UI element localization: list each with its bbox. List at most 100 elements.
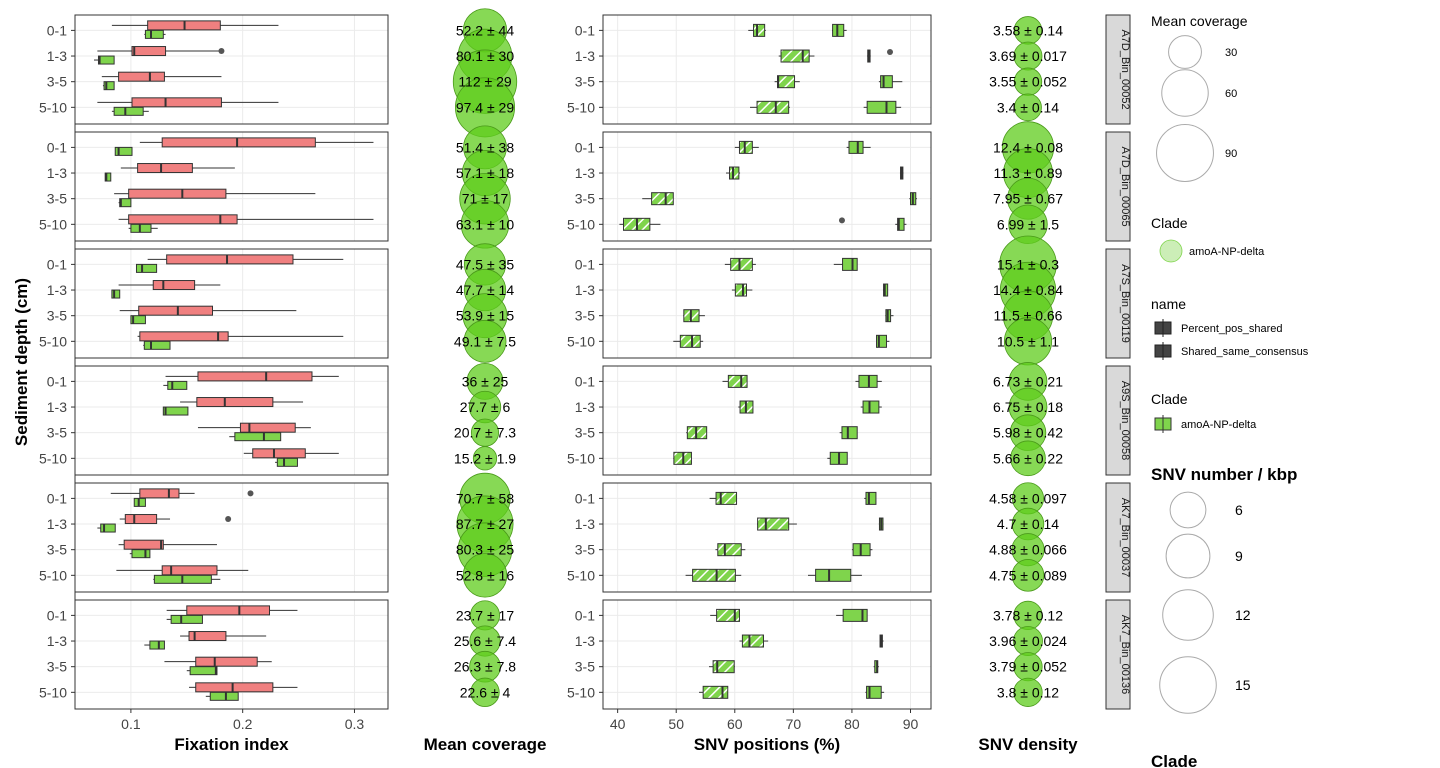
depth-tick-label: 0-1 (575, 490, 595, 506)
density-label: 3.79 ± 0.052 (989, 659, 1067, 675)
depth-tick-label: 1-3 (47, 282, 67, 298)
facet-strip (1105, 131, 1131, 242)
fix-box-green (153, 574, 221, 584)
density-label: 15.1 ± 0.3 (997, 256, 1059, 272)
fix-box-green (111, 106, 149, 116)
legend-label: 9 (1235, 548, 1243, 564)
coverage-label: 51.4 ± 38 (456, 139, 514, 155)
box-body (149, 640, 165, 650)
density-label: 5.66 ± 0.22 (993, 450, 1063, 466)
legend-title: Clade (1151, 752, 1197, 768)
depth-tick-label: 1-3 (47, 516, 67, 532)
depth-tick-label: 0-1 (47, 607, 67, 623)
facet-A7D_Bin_00052 (94, 8, 1043, 138)
depth-tick-label: 3-5 (575, 74, 595, 90)
pos-box-solid (873, 660, 879, 674)
fix-outlier (225, 516, 232, 523)
fix-box-pink (110, 488, 195, 499)
box-body (897, 217, 905, 231)
depth-tick-label: 3-5 (575, 425, 595, 441)
fix-box-green (143, 340, 171, 350)
pos-box-hatched (731, 283, 753, 297)
pos-box-solid (851, 543, 873, 557)
pos-box-solid (885, 309, 894, 323)
box-body (118, 71, 165, 82)
legend-size-key (1168, 35, 1202, 69)
box-body (170, 614, 203, 624)
depth-tick-label: 5-10 (39, 99, 67, 115)
coverage-label: 87.7 ± 27 (456, 516, 514, 532)
pos-box-solid (882, 283, 889, 297)
pos-box-solid (865, 685, 885, 699)
facet-AK7_Bin_00037 (97, 472, 1045, 598)
facet-AK7_Bin_00136 (144, 600, 1043, 707)
depth-tick-label: 0-1 (575, 607, 595, 623)
pos-box-hatched (686, 426, 708, 440)
density-label: 3.8 ± 0.12 (997, 684, 1059, 700)
fix-box-green (275, 457, 298, 467)
fix-box-pink (119, 514, 171, 525)
box-body (842, 257, 858, 271)
box-body (128, 214, 238, 225)
coverage-bubble (472, 446, 498, 471)
pos-panel-border (602, 482, 932, 593)
coverage-label: 36 ± 25 (462, 373, 509, 389)
density-label: 3.58 ± 0.14 (993, 22, 1063, 38)
legend-title: SNV number / kbp (1151, 465, 1297, 484)
box-body (166, 254, 294, 265)
box-body (135, 263, 158, 273)
box-body (161, 137, 316, 148)
facet-strip-label: A7S_Bin_00119 (1119, 264, 1131, 343)
box-body (119, 198, 132, 208)
fix-box-pink (147, 254, 344, 265)
legend-label: 30 (1225, 47, 1237, 59)
fix-box-pink (118, 214, 374, 225)
legend-label: 15 (1235, 677, 1251, 693)
box-body (195, 656, 258, 667)
coverage-bubble (462, 553, 508, 598)
pos-box-hatched (722, 374, 748, 388)
legend-key (1159, 239, 1183, 263)
pos-box-hatched (673, 334, 704, 348)
pos-box-solid (808, 568, 862, 582)
legend-size-key (1159, 656, 1217, 714)
facet-strip (1105, 248, 1131, 359)
density-label: 3.96 ± 0.024 (989, 633, 1067, 649)
depth-tick-label: 0-1 (47, 22, 67, 38)
depth-tick-label: 1-3 (47, 399, 67, 415)
pos-box-hatched (709, 491, 738, 505)
pos-panel-border (602, 131, 932, 242)
legend-title: name (1151, 296, 1186, 312)
density-label: 4.7 ± 0.14 (997, 516, 1059, 532)
legend-size-key (1162, 589, 1214, 641)
depth-tick-label: 0-1 (575, 256, 595, 272)
box-body (702, 685, 729, 699)
depth-tick-label: 0-1 (575, 139, 595, 155)
pos-outlier (838, 217, 845, 224)
pos-box-solid (909, 192, 917, 206)
pos-tick-label: 80 (844, 716, 860, 732)
density-bubble (1011, 559, 1045, 592)
density-label: 10.5 ± 1.1 (997, 333, 1059, 349)
depth-tick-label: 5-10 (567, 216, 595, 232)
legend-title: Clade (1151, 215, 1188, 231)
pos-box-hatched (683, 309, 705, 323)
depth-tick-label: 5-10 (567, 99, 595, 115)
box-body (679, 334, 701, 348)
box-body (651, 192, 674, 206)
fix-box-green (97, 523, 116, 533)
fix-box-green (144, 29, 166, 39)
pos-tick-label: 50 (668, 716, 684, 732)
facet-A7D_Bin_00065 (104, 121, 1055, 249)
fix-box-pink (139, 137, 374, 148)
coverage-label: 25.6 ± 7.4 (454, 633, 516, 649)
facet-strip (1105, 365, 1131, 476)
fix-tick-label: 0.3 (345, 716, 365, 732)
pos-box-solid (878, 517, 884, 531)
depth-tick-label: 1-3 (575, 48, 595, 64)
pos-box-hatched (757, 517, 797, 531)
box-body (128, 188, 227, 199)
box-body (865, 491, 877, 505)
depth-tick-label: 1-3 (575, 399, 595, 415)
